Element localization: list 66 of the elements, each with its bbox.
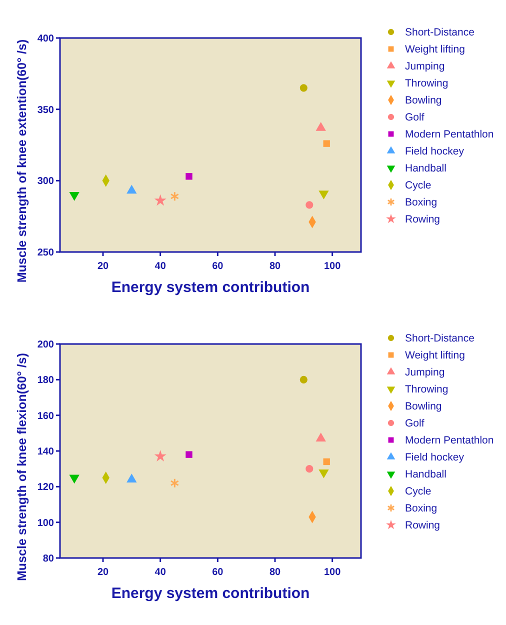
legend-label: Short-Distance xyxy=(405,332,475,345)
y-axis-title: Muscle strength of knee flexion(60° /s) xyxy=(15,353,29,581)
point xyxy=(323,140,330,147)
legend-label: Handball xyxy=(405,468,446,481)
point xyxy=(154,194,166,206)
point xyxy=(186,173,192,180)
point xyxy=(170,478,180,488)
y-tick-label: 160 xyxy=(37,410,54,422)
legend-label: Rowing xyxy=(405,520,440,532)
point xyxy=(69,474,80,484)
point xyxy=(170,191,180,202)
y-tick-label: 140 xyxy=(37,446,54,458)
x-axis-title: Energy system contribution xyxy=(111,279,310,296)
point xyxy=(154,450,166,462)
legend-label: Cycle xyxy=(405,180,432,192)
y-tick-label: 80 xyxy=(42,554,54,564)
legend-label: Modern Pentathlon xyxy=(405,128,494,141)
legend-label: Cycle xyxy=(405,486,432,498)
point xyxy=(306,201,314,209)
y-tick-label: 350 xyxy=(37,104,54,116)
x-tick-label: 60 xyxy=(212,261,224,272)
point xyxy=(300,84,308,92)
legend-label: Throwing xyxy=(405,78,448,90)
legend-label: Jumping xyxy=(405,366,445,379)
x-tick-label: 100 xyxy=(324,567,342,578)
point xyxy=(126,184,137,194)
point xyxy=(69,192,80,201)
x-axis-title: Energy system contribution xyxy=(111,585,310,602)
y-tick-label: 100 xyxy=(37,518,54,529)
legend-label: Rowing xyxy=(405,214,440,226)
legend-label: Bowling xyxy=(405,400,442,413)
legend-label: Field hockey xyxy=(405,452,465,464)
x-tick-label: 40 xyxy=(154,261,166,272)
y-tick-label: 180 xyxy=(37,375,54,386)
point xyxy=(306,465,314,473)
legend-label: Bowling xyxy=(405,94,442,107)
legend-label: Handball xyxy=(405,162,446,175)
point xyxy=(186,451,192,458)
point xyxy=(300,376,308,384)
y-tick-label: 300 xyxy=(37,176,54,188)
legend-label: Throwing xyxy=(405,384,448,396)
y-tick-label: 200 xyxy=(37,340,54,350)
x-tick-label: 80 xyxy=(269,261,281,272)
x-tick-label: 20 xyxy=(97,261,109,272)
legend-label: Jumping xyxy=(405,60,445,73)
legend-label: Golf xyxy=(405,112,424,124)
y-tick-label: 400 xyxy=(37,34,54,44)
legend-label: Field hockey xyxy=(405,146,465,158)
x-tick-label: 80 xyxy=(269,567,281,578)
x-tick-label: 20 xyxy=(97,567,109,578)
y-tick-label: 120 xyxy=(37,482,54,494)
legend-label: Golf xyxy=(405,418,424,430)
x-tick-label: 100 xyxy=(324,261,342,272)
y-axis-title: Muscle strength of knee extention(60° /s) xyxy=(15,39,29,283)
point xyxy=(323,458,330,466)
point xyxy=(316,432,326,442)
legend-label: Modern Pentathlon xyxy=(405,434,494,447)
legend-label: Weight lifting xyxy=(405,350,466,362)
legend-label: Weight lifting xyxy=(405,44,466,56)
x-tick-label: 60 xyxy=(212,567,224,578)
legend-label: Short-Distance xyxy=(405,26,475,39)
legend-label: Boxing xyxy=(405,196,438,209)
legend-label: Boxing xyxy=(405,502,438,515)
x-tick-label: 40 xyxy=(154,567,166,578)
y-tick-label: 250 xyxy=(37,248,54,258)
point xyxy=(318,469,329,478)
